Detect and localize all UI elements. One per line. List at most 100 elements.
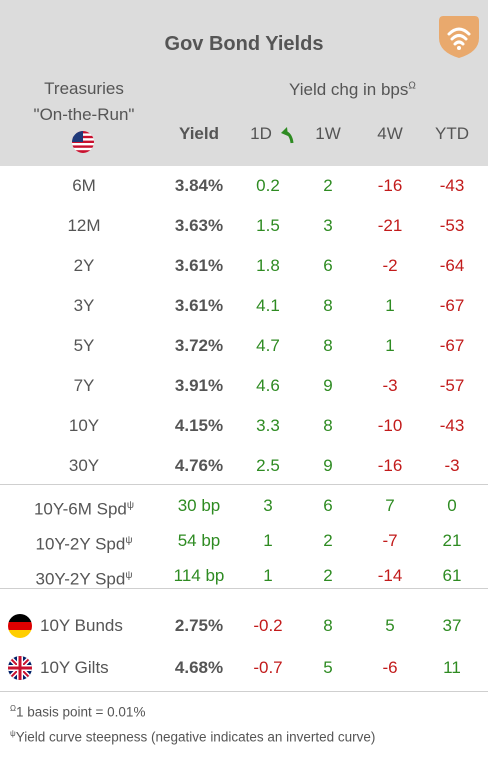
yield-value: 30 bp	[177, 496, 221, 515]
divider	[0, 691, 488, 692]
change-4w: -6	[382, 658, 398, 677]
change-1w: 6	[323, 256, 333, 275]
change-4w: -3	[382, 376, 398, 395]
table-row: 30Y-2Y Spdψ 114 bp 1 2 -14 61	[0, 556, 488, 596]
row-label: 10Y-2Y Spdψ	[14, 521, 154, 565]
divider	[0, 588, 488, 589]
change-1w: 9	[323, 376, 333, 395]
table-row: 10Y 4.15% 3.3 8 -10 -43	[0, 406, 488, 446]
row-label-text: 30Y	[68, 456, 100, 475]
row-label-text: 10Y-6M Spd	[33, 499, 127, 519]
col-ytd: YTD	[435, 124, 469, 143]
green-up-arrow-icon	[281, 127, 294, 144]
change-1d: 3.3	[256, 416, 280, 435]
change-1d: 0.2	[256, 176, 280, 195]
yield-value: 4.15%	[174, 416, 224, 435]
change-4w: -16	[377, 456, 403, 475]
row-label: 7Y	[14, 366, 154, 406]
table-row: 5Y 3.72% 4.7 8 1 -67	[0, 326, 488, 366]
change-1d: -0.7	[253, 658, 283, 677]
change-1w: 8	[323, 616, 333, 635]
change-1d: 1	[263, 531, 273, 550]
change-1w: 3	[323, 216, 333, 235]
change-1w: 5	[323, 658, 333, 677]
table-row: 10Y-6M Spdψ 30 bp 3 6 7 0	[0, 486, 488, 526]
table-row: 2Y 3.61% 1.8 6 -2 -64	[0, 246, 488, 286]
change-1d: 3	[263, 496, 273, 515]
yield-value: 3.63%	[174, 216, 224, 235]
psi-mark: ψ	[126, 500, 135, 511]
change-1d: 1	[263, 566, 273, 585]
change-4w: -21	[377, 216, 403, 235]
yield-value: 54 bp	[177, 531, 221, 550]
yield-value: 3.61%	[174, 296, 224, 315]
row-label: 30Y-2Y Spdψ	[14, 556, 154, 600]
col-4w: 4W	[377, 124, 403, 143]
change-ytd: -67	[439, 336, 465, 355]
germany-flag-icon	[8, 614, 32, 638]
change-1d: 1.8	[256, 256, 280, 275]
omega-mark: Ω	[10, 704, 16, 713]
yield-value: 3.72%	[174, 336, 224, 355]
change-ytd: 21	[442, 531, 462, 550]
change-ytd: -57	[439, 376, 465, 395]
yield-value: 3.61%	[174, 256, 224, 275]
row-label-text: 12M	[67, 216, 101, 235]
row-label: 6M	[14, 166, 154, 206]
yield-value: 3.91%	[174, 376, 224, 395]
change-1w: 8	[323, 416, 333, 435]
row-label-text: 10Y Bunds	[40, 616, 123, 635]
psi-mark: ψ	[125, 535, 133, 546]
yield-value: 2.75%	[174, 616, 224, 635]
footnote-omega: Ω1 basis point = 0.01%	[10, 704, 145, 720]
row-label-text: 6M	[72, 176, 96, 195]
footnote-omega-text: 1 basis point = 0.01%	[15, 704, 146, 720]
row-label-text: 5Y	[73, 336, 95, 355]
table-row: 12M 3.63% 1.5 3 -21 -53	[0, 206, 488, 246]
change-4w: 1	[385, 336, 395, 355]
change-ytd: 37	[442, 616, 462, 635]
row-label: 12M	[14, 206, 154, 246]
row-label-text: 30Y-2Y Spd	[35, 569, 126, 589]
row-label-text: 3Y	[73, 296, 95, 315]
col-1d: 1D	[250, 124, 272, 143]
table-row: 10Y Gilts 4.68% -0.7 5 -6 11	[0, 648, 488, 688]
row-label: 10Y	[14, 406, 154, 446]
page-title: Gov Bond Yields	[164, 33, 324, 55]
change-ytd: -43	[439, 176, 465, 195]
change-ytd: -53	[439, 216, 465, 235]
table-row: 3Y 3.61% 4.1 8 1 -67	[0, 286, 488, 326]
table-row: 30Y 4.76% 2.5 9 -16 -3	[0, 446, 488, 486]
change-ytd: 61	[442, 566, 462, 585]
change-1d: 1.5	[256, 216, 280, 235]
table-row: 10Y-2Y Spdψ 54 bp 1 2 -7 21	[0, 521, 488, 561]
change-1w: 2	[323, 531, 333, 550]
row-label: 10Y-6M Spdψ	[14, 486, 154, 530]
yield-value: 4.76%	[174, 456, 224, 475]
change-ytd: -3	[444, 456, 460, 475]
divider	[0, 484, 488, 485]
change-1d: 4.7	[256, 336, 280, 355]
col-1w: 1W	[315, 124, 341, 143]
change-1w: 2	[323, 176, 333, 195]
row-label-text: 10Y Gilts	[40, 658, 109, 677]
treasuries-label: Treasuries "On-the-Run"	[14, 76, 154, 128]
table-row: 10Y Bunds 2.75% -0.2 8 5 37	[0, 606, 488, 646]
col-yield: Yield	[179, 124, 219, 143]
change-ytd: -43	[439, 416, 465, 435]
change-ytd: -67	[439, 296, 465, 315]
us-flag-icon	[72, 131, 94, 153]
row-label-text: 10Y-2Y Spd	[35, 534, 126, 554]
change-4w: -14	[377, 566, 403, 585]
change-1w: 8	[323, 296, 333, 315]
change-ytd: -64	[439, 256, 465, 275]
change-4w: -7	[382, 531, 398, 550]
treasuries-line1: Treasuries	[44, 79, 124, 98]
change-1w: 8	[323, 336, 333, 355]
change-4w: -2	[382, 256, 398, 275]
table-row: 7Y 3.91% 4.6 9 -3 -57	[0, 366, 488, 406]
row-label: 2Y	[14, 246, 154, 286]
row-label: 30Y	[14, 446, 154, 486]
change-1w: 6	[323, 496, 333, 515]
change-1w: 9	[323, 456, 333, 475]
